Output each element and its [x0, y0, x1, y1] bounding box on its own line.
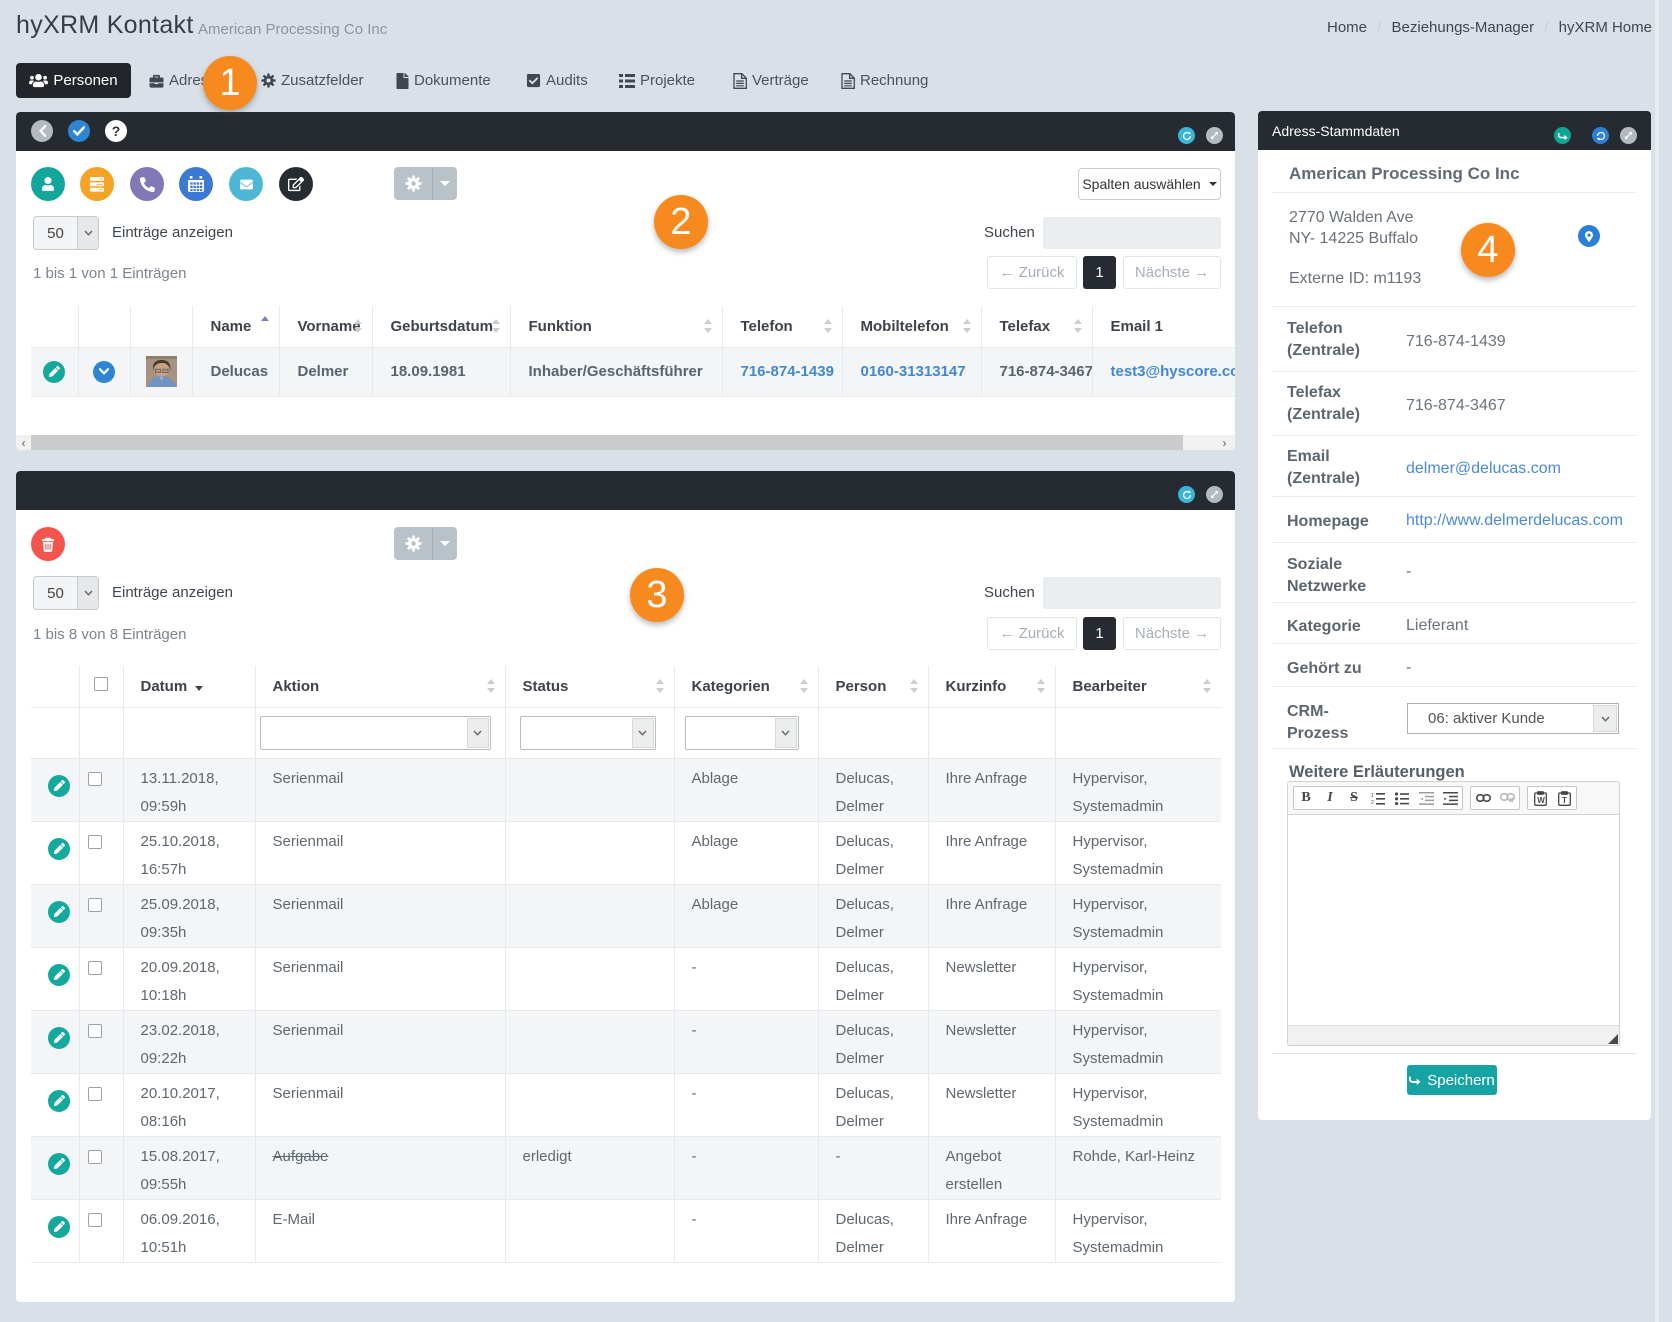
svg-text:W: W [1537, 796, 1545, 805]
svg-text:T: T [1562, 796, 1567, 805]
svg-text:2: 2 [1371, 800, 1374, 805]
svg-text:1: 1 [1371, 793, 1374, 799]
